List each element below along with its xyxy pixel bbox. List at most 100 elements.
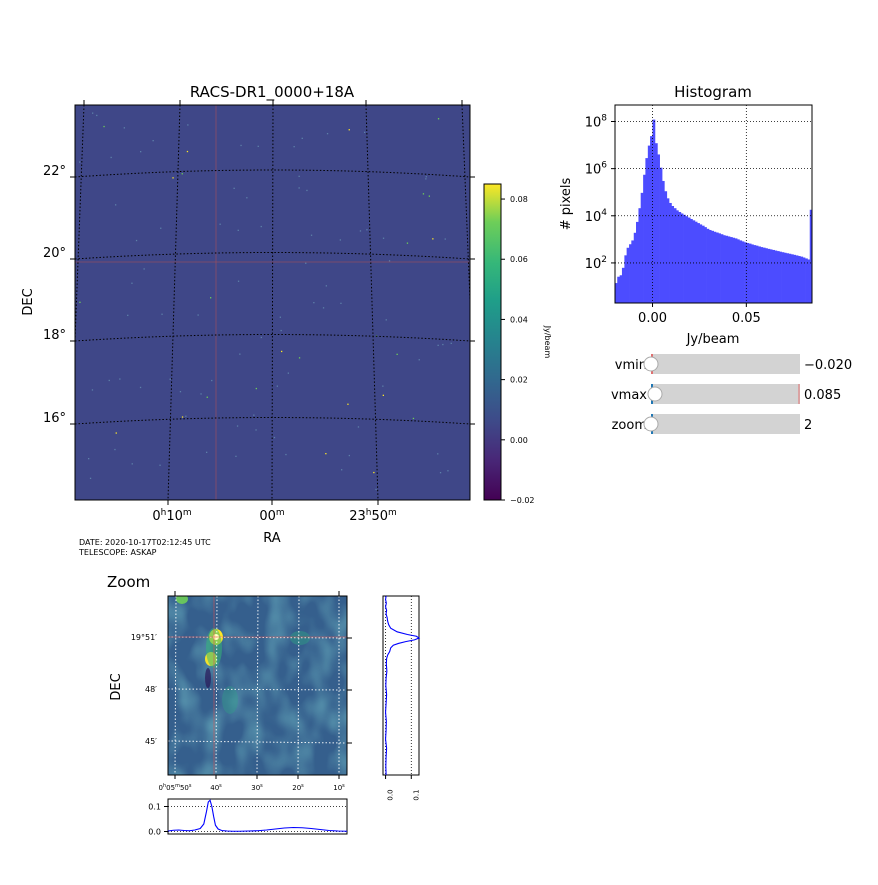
radio-source (92, 112, 94, 114)
colorbar-tick-label: 0.08 (510, 195, 528, 204)
histogram-bar (746, 243, 750, 303)
histogram-ylabel: # pixels (559, 177, 574, 230)
histogram-bar (633, 232, 637, 303)
zoom-ticks (174, 591, 352, 779)
dec-gridline-22 (74, 169, 471, 178)
vmax-slider-fill (651, 384, 796, 404)
radio-source (114, 448, 116, 451)
radio-source (186, 150, 189, 153)
histogram-bar (647, 145, 651, 303)
histogram-bar (765, 248, 768, 303)
histogram-bar (638, 208, 642, 303)
radio-source (240, 144, 242, 147)
radio-source (359, 230, 362, 232)
zoom-slider-handle[interactable] (643, 416, 659, 432)
histogram-bar (730, 237, 733, 303)
histogram-bar (781, 252, 785, 303)
meta-date: DATE: 2020-10-17T02:12:45 UTC (79, 538, 211, 547)
radio-source (281, 350, 283, 353)
histogram-bar (753, 245, 757, 303)
dec-profile-frame (382, 595, 420, 776)
radio-source (127, 314, 129, 316)
histogram-xlabel: Jy/beam (686, 332, 740, 347)
radio-source (236, 425, 239, 427)
colorbar-ticks: 0.08 0.06 0.04 0.02 0.00 −0.02 (501, 195, 535, 505)
vmin-slider[interactable]: vmin −0.020 (615, 354, 852, 374)
zoom-ra-tick: 20s (292, 783, 304, 792)
zoom-panel: Zoom 19°51′ 48′ 45′ (107, 573, 420, 837)
main-image-sources (79, 112, 452, 491)
zoom-negative-feature (205, 668, 211, 688)
radio-source (206, 451, 208, 453)
ra-gridline-3 (365, 104, 379, 501)
histogram-bar (690, 219, 693, 303)
histogram-bar (795, 255, 799, 303)
radio-source (140, 151, 142, 153)
zoom-dec-tick: 45′ (145, 737, 157, 746)
zoom-slider-label: zoom (612, 418, 647, 433)
vmin-slider-value: −0.020 (804, 358, 852, 373)
ra-gridline-4 (461, 104, 471, 301)
zoom-slider[interactable]: zoom 2 (612, 414, 813, 434)
vmax-slider[interactable]: vmax 0.085 (611, 384, 841, 404)
radio-source (161, 313, 163, 315)
dec-tick-label: 16° (43, 411, 66, 426)
radio-source (139, 386, 142, 389)
radio-source (298, 187, 300, 189)
radio-source (382, 385, 384, 387)
radio-source (237, 229, 239, 231)
zoom-slider-track[interactable] (651, 414, 800, 434)
radio-source (273, 436, 276, 439)
radio-source (96, 114, 98, 117)
histogram-bar (809, 209, 812, 303)
main-image-ylabel: DEC (21, 288, 36, 315)
colorbar-tick-label: −0.02 (510, 496, 535, 505)
main-image-area[interactable] (75, 105, 470, 500)
main-coordinate-grid (74, 104, 471, 501)
histogram-bar (673, 208, 677, 303)
zoom-ylabel: DEC (109, 673, 124, 700)
vmax-slider-value: 0.085 (804, 388, 841, 403)
histogram-bar (697, 223, 700, 303)
zoom-image[interactable] (168, 594, 347, 775)
histogram-bar (725, 235, 729, 303)
radio-source (382, 394, 384, 396)
radio-source (422, 193, 425, 195)
histogram-bar (793, 254, 796, 303)
radio-source (366, 229, 368, 231)
zoom-dec-tick: 19°51′ (131, 633, 157, 642)
colorbar-label: Jy/beam (543, 325, 552, 359)
histogram-bar (680, 213, 684, 303)
histogram-bar (797, 256, 801, 303)
histogram-bar (751, 244, 754, 303)
radio-source (325, 453, 327, 455)
radio-source (181, 416, 184, 418)
radio-source (412, 417, 415, 420)
radio-source (160, 227, 162, 229)
histogram-bar (805, 258, 808, 303)
histogram-bar (708, 229, 712, 303)
radio-source (444, 238, 446, 240)
radio-source (339, 239, 341, 241)
zoom-ra-tick: 30s (251, 783, 263, 792)
radio-source (340, 302, 342, 304)
dec-tick-label: 18° (43, 328, 66, 343)
vmin-slider-track[interactable] (651, 354, 800, 374)
histogram-bar (657, 154, 660, 303)
zoom-source (290, 631, 310, 645)
histogram-bar (779, 251, 782, 303)
dec-profile-tick-label: 0.1 (412, 789, 420, 800)
histogram-bar (694, 221, 698, 303)
histogram-bar (669, 202, 672, 303)
radio-source (91, 389, 94, 391)
vmax-slider-handle[interactable] (647, 386, 663, 402)
radio-source (200, 393, 202, 395)
radio-source (159, 464, 161, 466)
ra-profile-plot: 0.1 0.0 (148, 799, 348, 837)
histogram-bar (732, 237, 736, 303)
histogram-bar (758, 246, 761, 303)
colorbar-tick-label: 0.04 (510, 315, 528, 324)
radio-source (88, 458, 90, 460)
vmin-slider-handle[interactable] (643, 356, 659, 372)
radio-source (425, 176, 427, 178)
